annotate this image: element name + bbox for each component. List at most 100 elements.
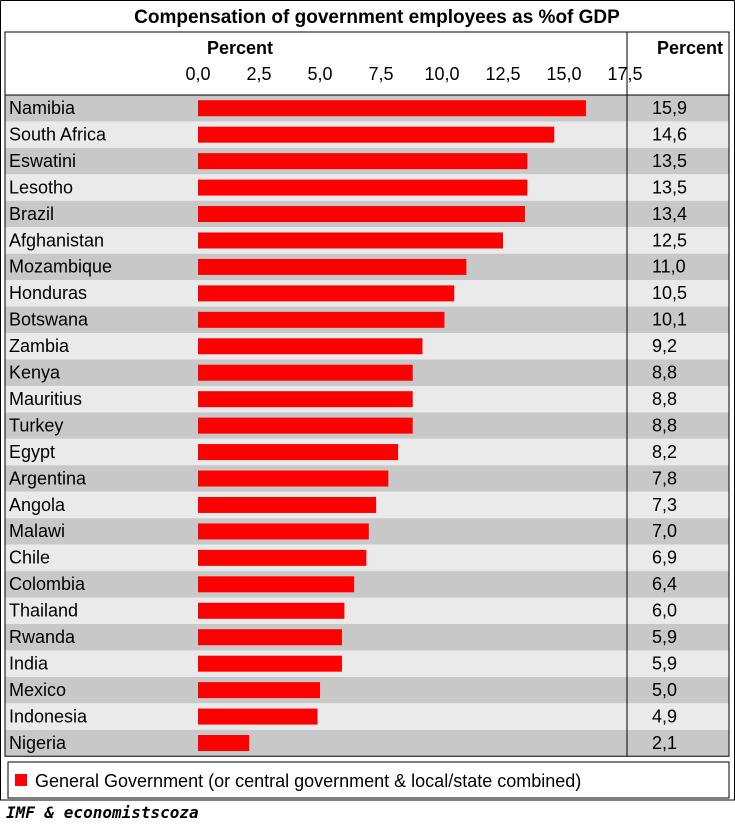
row-band	[5, 703, 729, 730]
category-label: Egypt	[9, 442, 55, 462]
bar	[198, 391, 413, 408]
value-label: 5,9	[652, 653, 677, 673]
bar	[198, 655, 342, 672]
tick-label: 17,5	[607, 64, 642, 84]
value-label: 10,5	[652, 283, 687, 303]
legend-box	[7, 761, 730, 799]
tick-label: 15,0	[546, 64, 581, 84]
bar	[198, 444, 399, 461]
row-band	[5, 571, 729, 598]
value-label: 13,5	[652, 177, 687, 197]
category-label: India	[9, 653, 49, 673]
value-label: 7,3	[652, 495, 677, 515]
bar	[198, 576, 355, 593]
bar	[198, 206, 525, 223]
source-note: IMF & economistscoza	[6, 803, 199, 822]
legend: General Government (or central governmen…	[7, 761, 730, 799]
row-band	[5, 650, 729, 677]
value-column-header: Percent	[657, 38, 723, 58]
bar	[198, 629, 342, 646]
category-label: Mauritius	[9, 389, 82, 409]
bar	[198, 470, 389, 487]
category-label: Angola	[9, 495, 66, 515]
row-band	[5, 597, 729, 624]
value-label: 8,8	[652, 389, 677, 409]
category-label: Zambia	[9, 336, 70, 356]
axis-header: Percent Percent	[207, 38, 723, 58]
category-label: Malawi	[9, 521, 65, 541]
value-label: 5,0	[652, 680, 677, 700]
bar	[198, 549, 367, 566]
legend-swatch	[15, 774, 27, 786]
category-label: South Africa	[9, 124, 107, 144]
value-label: 13,4	[652, 204, 687, 224]
category-label: Chile	[9, 548, 50, 568]
category-label: Mozambique	[9, 257, 112, 277]
plot-border	[4, 31, 730, 757]
row-band	[5, 729, 729, 757]
bar	[198, 258, 467, 275]
value-label: 14,6	[652, 124, 687, 144]
value-label: 6,0	[652, 601, 677, 621]
category-label: Brazil	[9, 204, 54, 224]
bar	[198, 523, 369, 540]
category-label: Turkey	[9, 415, 63, 435]
category-label: Indonesia	[9, 706, 88, 726]
value-label: 9,2	[652, 336, 677, 356]
bar	[198, 126, 555, 143]
value-label: 2,1	[652, 733, 677, 753]
category-label: Colombia	[9, 574, 86, 594]
category-label: Afghanistan	[9, 230, 104, 250]
bar	[198, 153, 528, 170]
bar	[198, 338, 423, 355]
bar	[198, 285, 455, 302]
category-label: Rwanda	[9, 627, 76, 647]
category-label: Mexico	[9, 680, 66, 700]
value-label: 7,0	[652, 521, 677, 541]
category-label: Honduras	[9, 283, 87, 303]
tick-label: 2,5	[246, 64, 271, 84]
value-label: 7,8	[652, 468, 677, 488]
bar	[198, 232, 503, 249]
row-band	[5, 544, 729, 572]
tick-label: 7,5	[368, 64, 393, 84]
value-label: 10,1	[652, 310, 687, 330]
category-label: Lesotho	[9, 177, 73, 197]
axis-label: Percent	[207, 38, 273, 58]
tick-label: 12,5	[485, 64, 520, 84]
category-label: Nigeria	[9, 733, 67, 753]
bar	[198, 602, 345, 619]
bar	[198, 179, 528, 196]
value-label: 8,8	[652, 415, 677, 435]
value-label: 6,4	[652, 574, 677, 594]
chart-title: Compensation of government employees as …	[134, 7, 620, 28]
category-label: Botswana	[9, 310, 89, 330]
category-label: Namibia	[9, 98, 76, 118]
value-label: 12,5	[652, 230, 687, 250]
value-label: 8,8	[652, 363, 677, 383]
bar	[198, 311, 445, 328]
value-label: 4,9	[652, 706, 677, 726]
bar	[198, 417, 413, 434]
value-label: 6,9	[652, 548, 677, 568]
bar	[198, 364, 413, 381]
axis-ticks: 0,0 2,5 5,0 7,5 10,0 12,5 15,0 17,5	[185, 64, 642, 84]
value-label: 5,9	[652, 627, 677, 647]
value-label: 15,9	[652, 98, 687, 118]
row-band	[5, 676, 729, 704]
category-label: Argentina	[9, 468, 87, 488]
tick-label: 0,0	[185, 64, 210, 84]
legend-label: General Government (or central governmen…	[35, 771, 581, 791]
value-label: 13,5	[652, 151, 687, 171]
bar	[198, 735, 250, 752]
tick-label: 5,0	[307, 64, 332, 84]
bar	[198, 496, 377, 513]
bar	[198, 682, 320, 699]
category-label: Eswatini	[9, 151, 76, 171]
category-label: Kenya	[9, 363, 61, 383]
bar	[198, 708, 318, 725]
category-label: Thailand	[9, 601, 78, 621]
row-band	[5, 624, 729, 651]
bar	[198, 100, 586, 117]
